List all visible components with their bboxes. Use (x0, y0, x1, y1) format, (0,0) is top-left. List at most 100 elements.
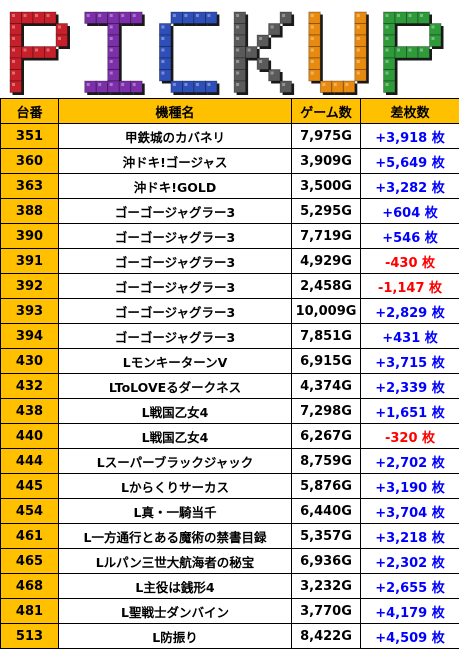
logo-letter-p (10, 12, 70, 95)
logo-letter-i (85, 12, 145, 95)
game-count: 8,759G (292, 449, 361, 474)
game-count: 4,929G (292, 249, 361, 274)
game-count: 7,851G (292, 324, 361, 349)
coin-difference: +2,829 枚 (361, 299, 459, 324)
machine-name: 甲鉄城のカバネリ (59, 124, 292, 149)
machine-number: 438 (1, 399, 59, 424)
machine-number: 468 (1, 574, 59, 599)
game-count: 8,422G (292, 624, 361, 649)
coin-difference: +2,655 枚 (361, 574, 459, 599)
coin-difference: -320 枚 (361, 424, 459, 449)
coin-difference: +1,651 枚 (361, 399, 459, 424)
coin-difference: +3,918 枚 (361, 124, 459, 149)
game-count: 3,232G (292, 574, 361, 599)
machine-name: Lルパン三世大航海者の秘宝 (59, 549, 292, 574)
machine-number: 391 (1, 249, 59, 274)
game-count: 5,295G (292, 199, 361, 224)
machine-name: ゴーゴージャグラー3 (59, 274, 292, 299)
coin-difference: +3,282 枚 (361, 174, 459, 199)
game-count: 3,770G (292, 599, 361, 624)
header-no: 台番 (1, 99, 59, 124)
machine-number: 363 (1, 174, 59, 199)
machine-name: L戦国乙女4 (59, 424, 292, 449)
game-count: 7,975G (292, 124, 361, 149)
coin-difference: +4,179 枚 (361, 599, 459, 624)
game-count: 3,909G (292, 149, 361, 174)
machine-name: Lからくりサーカス (59, 474, 292, 499)
machine-name: 沖ドキ!ゴージャス (59, 149, 292, 174)
machine-name: L聖戦士ダンバイン (59, 599, 292, 624)
coin-difference: +2,302 枚 (361, 549, 459, 574)
coin-difference: +604 枚 (361, 199, 459, 224)
machine-name: L主役は銭形4 (59, 574, 292, 599)
machine-number: 390 (1, 224, 59, 249)
machine-name: L真・一騎当千 (59, 499, 292, 524)
header-name: 機種名 (59, 99, 292, 124)
coin-difference: +3,715 枚 (361, 349, 459, 374)
machine-number: 388 (1, 199, 59, 224)
machine-name: ゴーゴージャグラー3 (59, 299, 292, 324)
machine-number: 394 (1, 324, 59, 349)
logo-letter-p (384, 12, 444, 95)
machine-name: L戦国乙女4 (59, 399, 292, 424)
game-count: 2,458G (292, 274, 361, 299)
machine-number: 444 (1, 449, 59, 474)
machine-number: 513 (1, 624, 59, 649)
machine-name: L一方通行とある魔術の禁書目録 (59, 524, 292, 549)
machine-number: 440 (1, 424, 59, 449)
table-header-row: 台番 機種名 ゲーム数 差枚数 (1, 99, 459, 124)
coin-difference: +546 枚 (361, 224, 459, 249)
game-count: 6,936G (292, 549, 361, 574)
machine-name: ゴーゴージャグラー3 (59, 199, 292, 224)
coin-difference: +3,704 枚 (361, 499, 459, 524)
game-count: 6,267G (292, 424, 361, 449)
machine-name: ゴーゴージャグラー3 (59, 249, 292, 274)
game-count: 5,876G (292, 474, 361, 499)
header-games: ゲーム数 (292, 99, 361, 124)
machine-name: Lスーパーブラックジャック (59, 449, 292, 474)
coin-difference: +3,190 枚 (361, 474, 459, 499)
game-count: 10,009G (292, 299, 361, 324)
machine-number: 454 (1, 499, 59, 524)
coin-difference: +5,649 枚 (361, 149, 459, 174)
machine-name: ゴーゴージャグラー3 (59, 224, 292, 249)
machine-number: 481 (1, 599, 59, 624)
pickup-logo-graphic (0, 0, 459, 98)
game-count: 6,440G (292, 499, 361, 524)
machine-name: 沖ドキ!GOLD (59, 174, 292, 199)
machine-name: L防振り (59, 624, 292, 649)
machine-name: LモンキーターンV (59, 349, 292, 374)
machine-number: 445 (1, 474, 59, 499)
game-count: 5,357G (292, 524, 361, 549)
coin-difference: +3,218 枚 (361, 524, 459, 549)
machine-number: 351 (1, 124, 59, 149)
machine-number: 465 (1, 549, 59, 574)
logo-letter-u (309, 12, 369, 95)
machine-number: 392 (1, 274, 59, 299)
coin-difference: -430 枚 (361, 249, 459, 274)
machine-number: 430 (1, 349, 59, 374)
logo-letter-k (234, 12, 294, 95)
header-diff: 差枚数 (361, 99, 459, 124)
